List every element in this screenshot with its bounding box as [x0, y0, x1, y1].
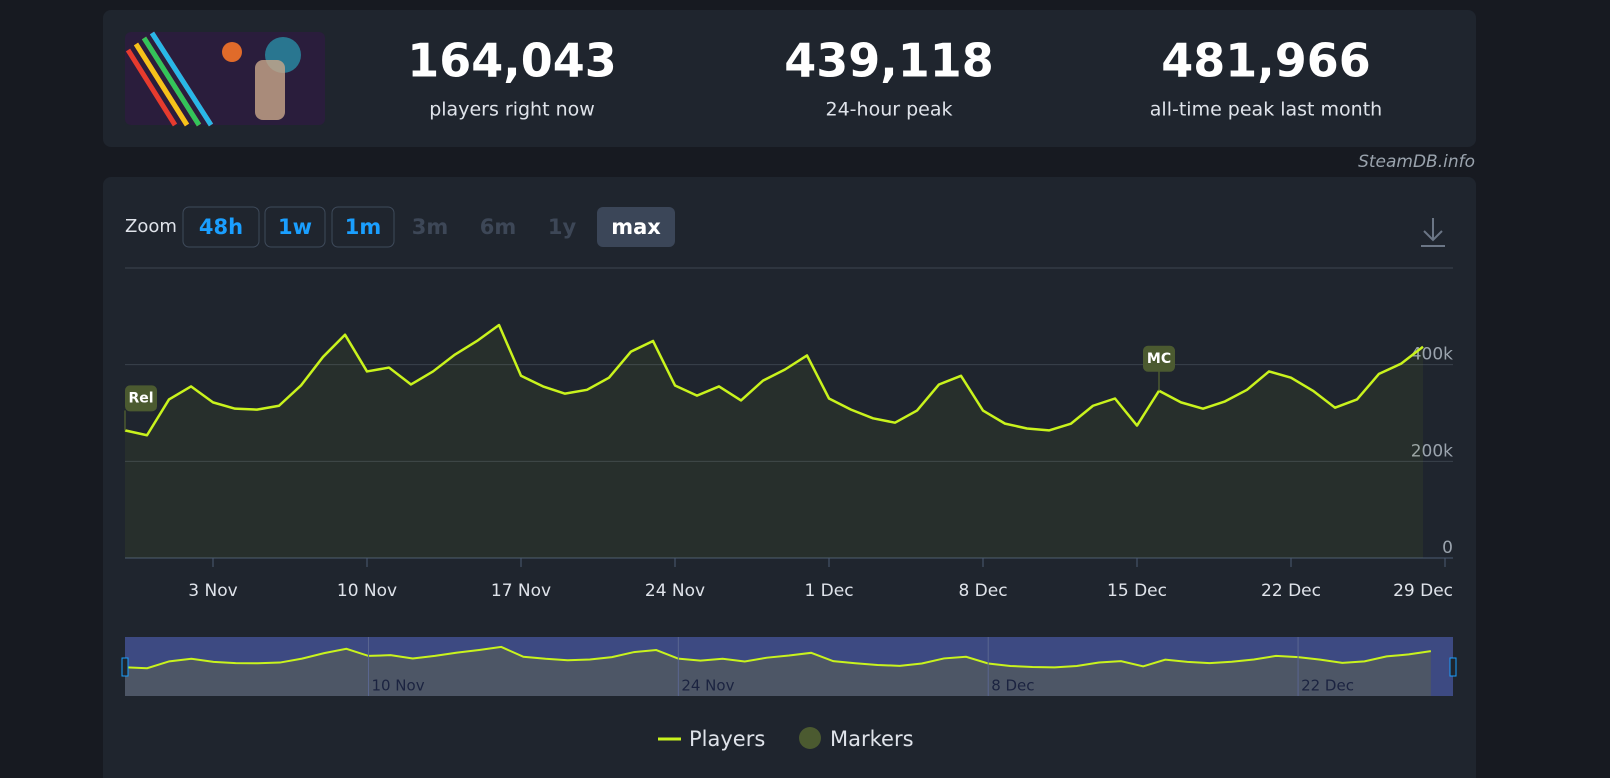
x-tick-label: 22 Dec: [1261, 581, 1321, 601]
game-logo: [125, 31, 325, 127]
zoom-option[interactable]: max: [611, 215, 661, 239]
x-tick-label: 17 Nov: [491, 581, 551, 601]
navigator-label: 10 Nov: [371, 677, 424, 695]
x-tick-label: 29 Dec: [1393, 581, 1453, 601]
stat-label: all-time peak last month: [1150, 99, 1382, 121]
zoom-button[interactable]: [264, 206, 326, 248]
navigator-label: 22 Dec: [1301, 677, 1354, 695]
x-tick-label: 24 Nov: [645, 581, 705, 601]
zoom-option[interactable]: 48h: [199, 215, 243, 239]
source-label: SteamDB.info: [1358, 152, 1475, 172]
zoom-button[interactable]: [597, 207, 675, 247]
navigator-label: 8 Dec: [991, 677, 1034, 695]
stat-label: 24-hour peak: [826, 99, 953, 121]
x-tick-label: 10 Nov: [337, 581, 397, 601]
y-tick-label: 400k: [1411, 345, 1453, 365]
legend-entry[interactable]: Players: [689, 727, 765, 751]
download-icon[interactable]: [1421, 218, 1445, 247]
y-tick-label: 200k: [1411, 441, 1453, 461]
annotation-label: Rel: [128, 390, 153, 406]
annotation-label: MC: [1147, 351, 1171, 367]
x-tick-label: 1 Dec: [804, 581, 853, 601]
annotation-flag[interactable]: [125, 385, 157, 412]
zoom-option: 3m: [412, 215, 449, 239]
navigator-handle[interactable]: [121, 657, 129, 677]
zoom-button[interactable]: [182, 206, 260, 248]
annotation-flag[interactable]: [1143, 345, 1175, 372]
x-tick-label: 15 Dec: [1107, 581, 1167, 601]
line: [124, 323, 1424, 437]
navigator-handle[interactable]: [1449, 657, 1457, 677]
zoom-option: 1y: [548, 215, 577, 239]
area: [125, 325, 1423, 558]
zoom-label: Zoom: [125, 216, 177, 237]
zoom-option[interactable]: 1m: [345, 215, 382, 239]
navigator-line: [124, 645, 1432, 670]
legend-entry[interactable]: Markers: [830, 727, 914, 751]
chart-card: [103, 177, 1476, 778]
zoom-option[interactable]: 1w: [278, 215, 312, 239]
legend-swatch: [799, 727, 821, 749]
x-tick-label: 8 Dec: [958, 581, 1007, 601]
zoom-option: 6m: [480, 215, 517, 239]
stat-value: 164,043: [407, 34, 617, 88]
stat-value: 439,118: [784, 34, 994, 88]
navigator-area: [125, 646, 1431, 696]
stat-value: 481,966: [1161, 34, 1371, 88]
stats-card: [103, 10, 1476, 147]
stat-label: players right now: [429, 99, 595, 121]
y-tick-label: 0: [1442, 538, 1453, 558]
navigator-label: 24 Nov: [681, 677, 734, 695]
zoom-button[interactable]: [331, 206, 395, 248]
x-tick-label: 3 Nov: [188, 581, 237, 601]
